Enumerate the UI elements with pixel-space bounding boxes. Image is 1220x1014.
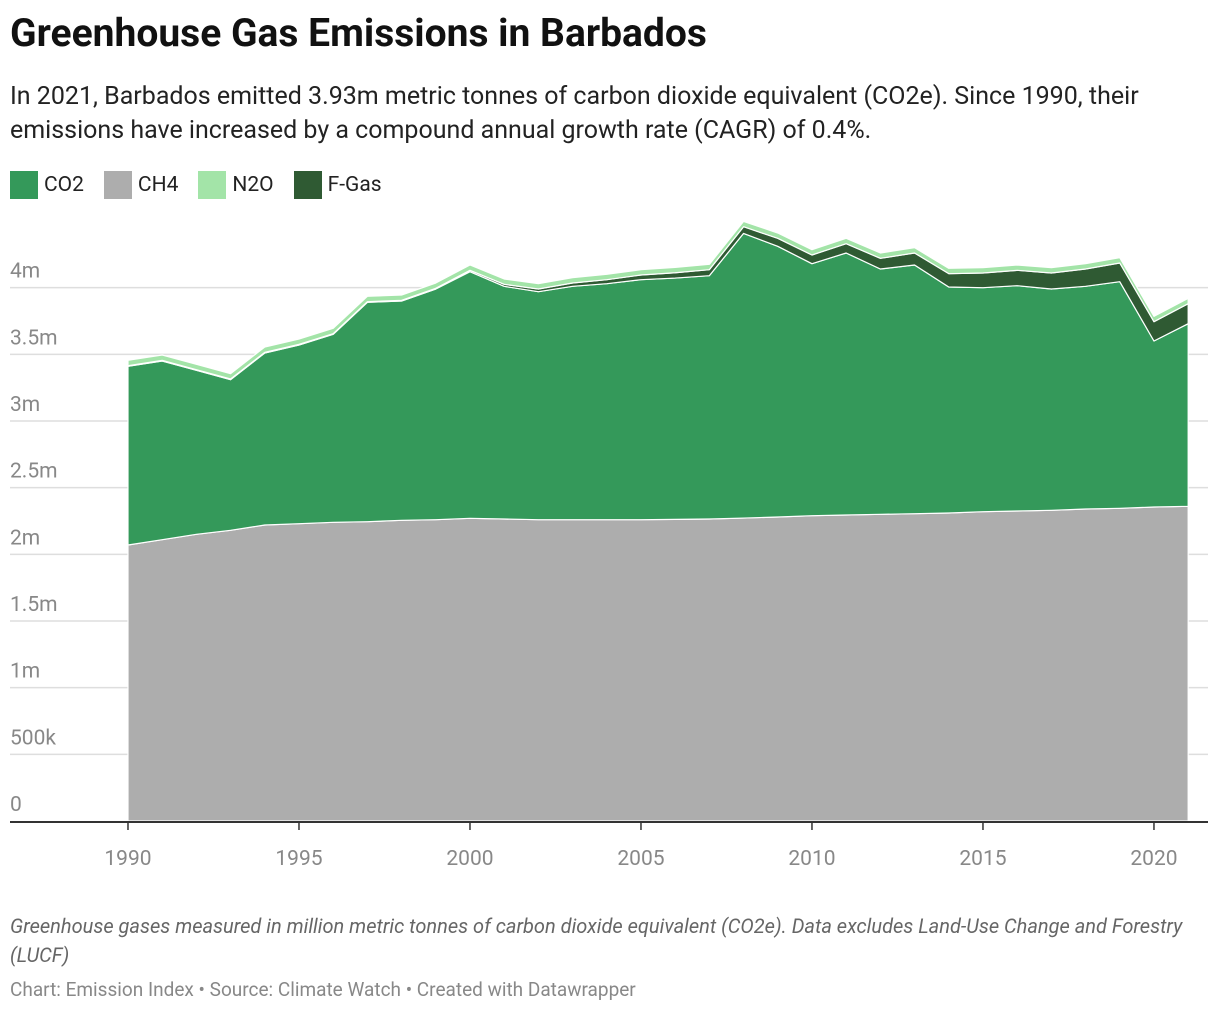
y-tick-label: 2m (10, 526, 40, 550)
chart-note: Greenhouse gases measured in million met… (10, 914, 1183, 967)
x-tick-label: 2010 (788, 847, 835, 871)
legend-item: CO2 (10, 171, 84, 199)
area (127, 220, 1189, 380)
y-tick-label: 4m (10, 260, 40, 284)
legend-item: CH4 (103, 171, 179, 199)
legend: CO2 CH4 N2O F-Gas (10, 171, 382, 199)
x-tick-label: 2000 (446, 847, 493, 871)
legend-swatch (103, 171, 132, 199)
legend-label: CH4 (137, 173, 179, 197)
x-tick-label: 1995 (275, 847, 322, 871)
x-tick-label: 2020 (1130, 847, 1177, 871)
legend-swatch (10, 171, 38, 199)
legend-label: CO2 (44, 173, 84, 197)
chart: 0 500k 1m 1.5m 2m 2.5m 3m 3.5m 4m 1990 1995 2000 200… (10, 220, 1208, 871)
legend-swatch (198, 171, 227, 199)
y-tick-label: 3m (10, 393, 40, 417)
chart-source: Chart: Emission Index • Source: Climate … (10, 978, 636, 1001)
legend-swatch (293, 171, 322, 199)
chart-subtitle: In 2021, Barbados emitted 3.93m metric t… (10, 82, 1139, 145)
y-tick-label: 0 (10, 793, 22, 817)
legend-item: F-Gas (293, 171, 382, 199)
chart-title: Greenhouse Gas Emissions in Barbados (10, 10, 707, 56)
y-tick-label: 1.5m (10, 593, 58, 617)
area (127, 505, 1189, 822)
y-tick-label: 500k (10, 726, 56, 750)
y-tick-label: 3.5m (10, 326, 58, 350)
x-tick-label: 1990 (104, 847, 151, 871)
legend-label: F-Gas (327, 173, 382, 197)
x-tick-label: 2015 (959, 847, 1006, 871)
x-tick-label: 2005 (617, 847, 664, 871)
legend-label: N2O (232, 173, 274, 197)
y-tick-label: 2.5m (10, 460, 58, 484)
y-tick-label: 1m (10, 660, 40, 684)
legend-item: N2O (198, 171, 274, 199)
